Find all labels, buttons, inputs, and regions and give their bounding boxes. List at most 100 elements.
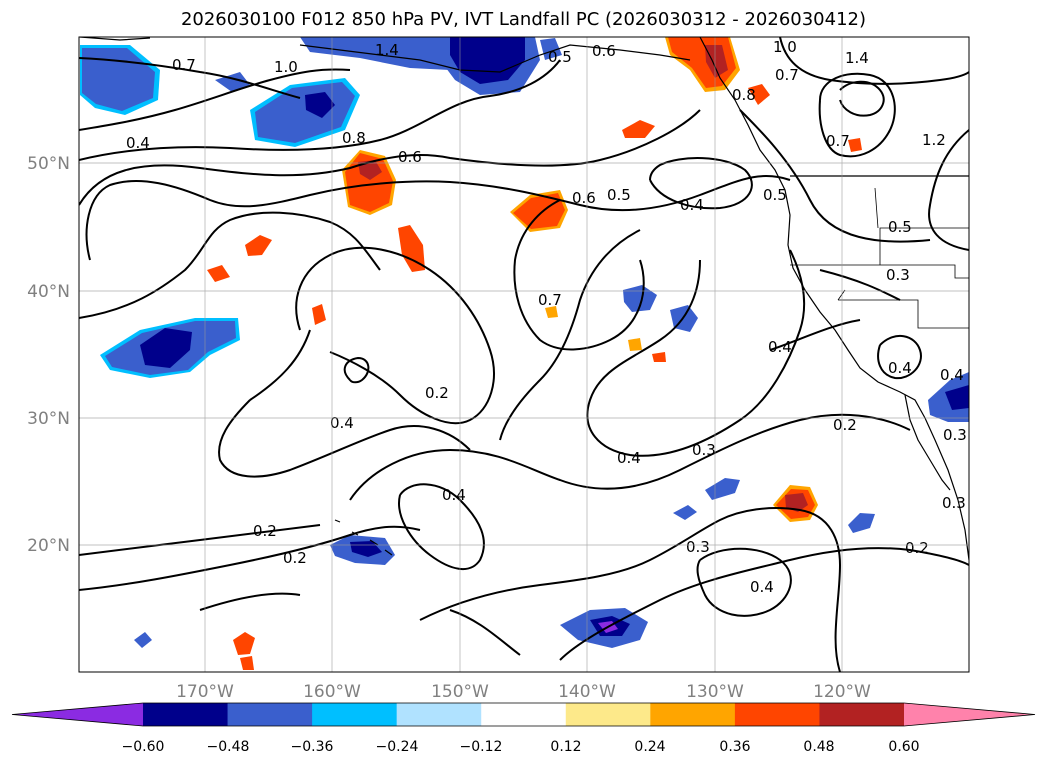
neg-region [300,37,450,70]
contour-label: 0.5 [888,218,912,236]
contour-line [839,80,885,117]
pos-region [312,304,326,325]
pos-region [785,493,808,512]
baja-coast [904,394,951,491]
neg-region [140,328,192,368]
neg-region [450,37,525,84]
contour-label: 0.3 [886,266,910,284]
contour-label: 0.2 [833,416,857,434]
contour-label: 0.8 [732,86,756,104]
contour-label: 0.2 [425,384,449,402]
pos-region [345,153,393,212]
pos-region [513,193,565,229]
colorbar-tick-label: 0.36 [719,739,750,755]
contour-label: 0.2 [253,522,277,540]
contour-label: 0.5 [548,48,572,66]
contour-line [769,269,901,351]
colorbar-segment [650,703,736,726]
colorbar-segment [819,703,905,726]
neg-region [255,82,355,143]
lon-axis-labels: 170°W 160°W 150°W 140°W 130°W 120°W [176,682,871,702]
neg-region [705,478,740,500]
contour-line [739,109,931,243]
pos-region [398,225,425,272]
contour-label: 0.7 [826,132,850,150]
lat-axis-labels: 50°N 40°N 30°N 20°N [27,154,70,556]
pos-region [748,84,770,105]
coastlines [79,37,969,561]
contour-label: 1.4 [375,41,399,59]
contour-label: 1.0 [773,38,797,56]
contour-line [343,356,370,384]
contour-line [79,109,701,206]
lat-label: 50°N [27,154,70,174]
contour-line [649,157,753,210]
lat-label: 40°N [27,282,70,302]
pv-contours [79,37,969,672]
map-gridlines [79,37,969,672]
contour-label: 0.3 [686,538,710,556]
map-title: 2026030100 F012 850 hPa PV, IVT Landfall… [180,9,867,30]
contour-label: 0.6 [592,42,616,60]
contour-label: 1.4 [845,49,869,67]
pos-region [628,338,642,351]
contour-line [499,229,641,441]
contour-label: 0.4 [888,359,912,377]
contour-label: 0.2 [905,539,929,557]
lon-label: 160°W [303,682,361,702]
contour-label: 0.4 [750,578,774,596]
contour-line [398,483,485,570]
colorbar-segment [396,703,482,726]
neg-region [623,285,657,312]
contour-line [79,68,351,131]
contour-label: 0.7 [775,66,799,84]
pos-region [207,265,230,282]
map-frame [78,36,970,673]
lon-label: 150°W [431,682,489,702]
contour-label: 0.3 [942,494,966,512]
contour-line [199,592,521,656]
contour-label: 0.4 [680,196,704,214]
contour-label: 0.5 [763,186,787,204]
contour-label: 0.8 [342,129,366,147]
neg-region [305,92,335,118]
colorbar-segment [565,703,651,726]
colorbar-tick-label: −0.12 [460,739,503,755]
contour-line [79,57,301,99]
contour-label: 1.0 [274,58,298,76]
contour-label: 0.5 [607,186,631,204]
pos-region [705,45,728,78]
colorbar-segment [481,703,567,726]
contour-label: 0.4 [330,414,354,432]
contour-label: 0.4 [126,134,150,152]
neg-region [540,38,562,60]
lon-label: 120°W [813,682,871,702]
lon-label: 140°W [558,682,616,702]
lon-label: 130°W [686,682,744,702]
contour-label: 0.4 [940,366,964,384]
colorbar [11,702,1036,727]
border-states [790,187,969,329]
pos-region [622,120,655,138]
contour-label: 1.2 [922,131,946,149]
map-layers: 0.7 1.0 0.4 0.8 0.6 1.4 0.5 0.6 0.5 0.6 … [79,37,969,672]
colorbar-outline [11,702,1036,727]
contour-label: 0.7 [172,56,196,74]
colorbar-tick-label: −0.24 [376,739,419,755]
colorbar-tick-label: 0.24 [634,739,665,755]
contour-line [696,547,792,617]
neg-region [673,505,697,520]
colorbar-tick-labels: −0.60 −0.48 −0.36 −0.24 −0.12 0.12 0.24 … [122,739,920,755]
contour-line [779,37,969,85]
contour-labels: 0.7 1.0 0.4 0.8 0.6 1.4 0.5 0.6 0.5 0.6 … [126,38,967,596]
colorbar-tick-label: 0.12 [550,739,581,755]
contour-line [928,129,969,251]
colorbar-tick-label: −0.48 [207,739,250,755]
positive-pv-regions [207,37,862,670]
alaska-coast [79,37,691,73]
contour-line [419,507,842,672]
contour-line [559,547,969,661]
pos-region [245,235,272,256]
colorbar-tick-label: 0.60 [888,739,919,755]
contour-line [218,329,471,478]
